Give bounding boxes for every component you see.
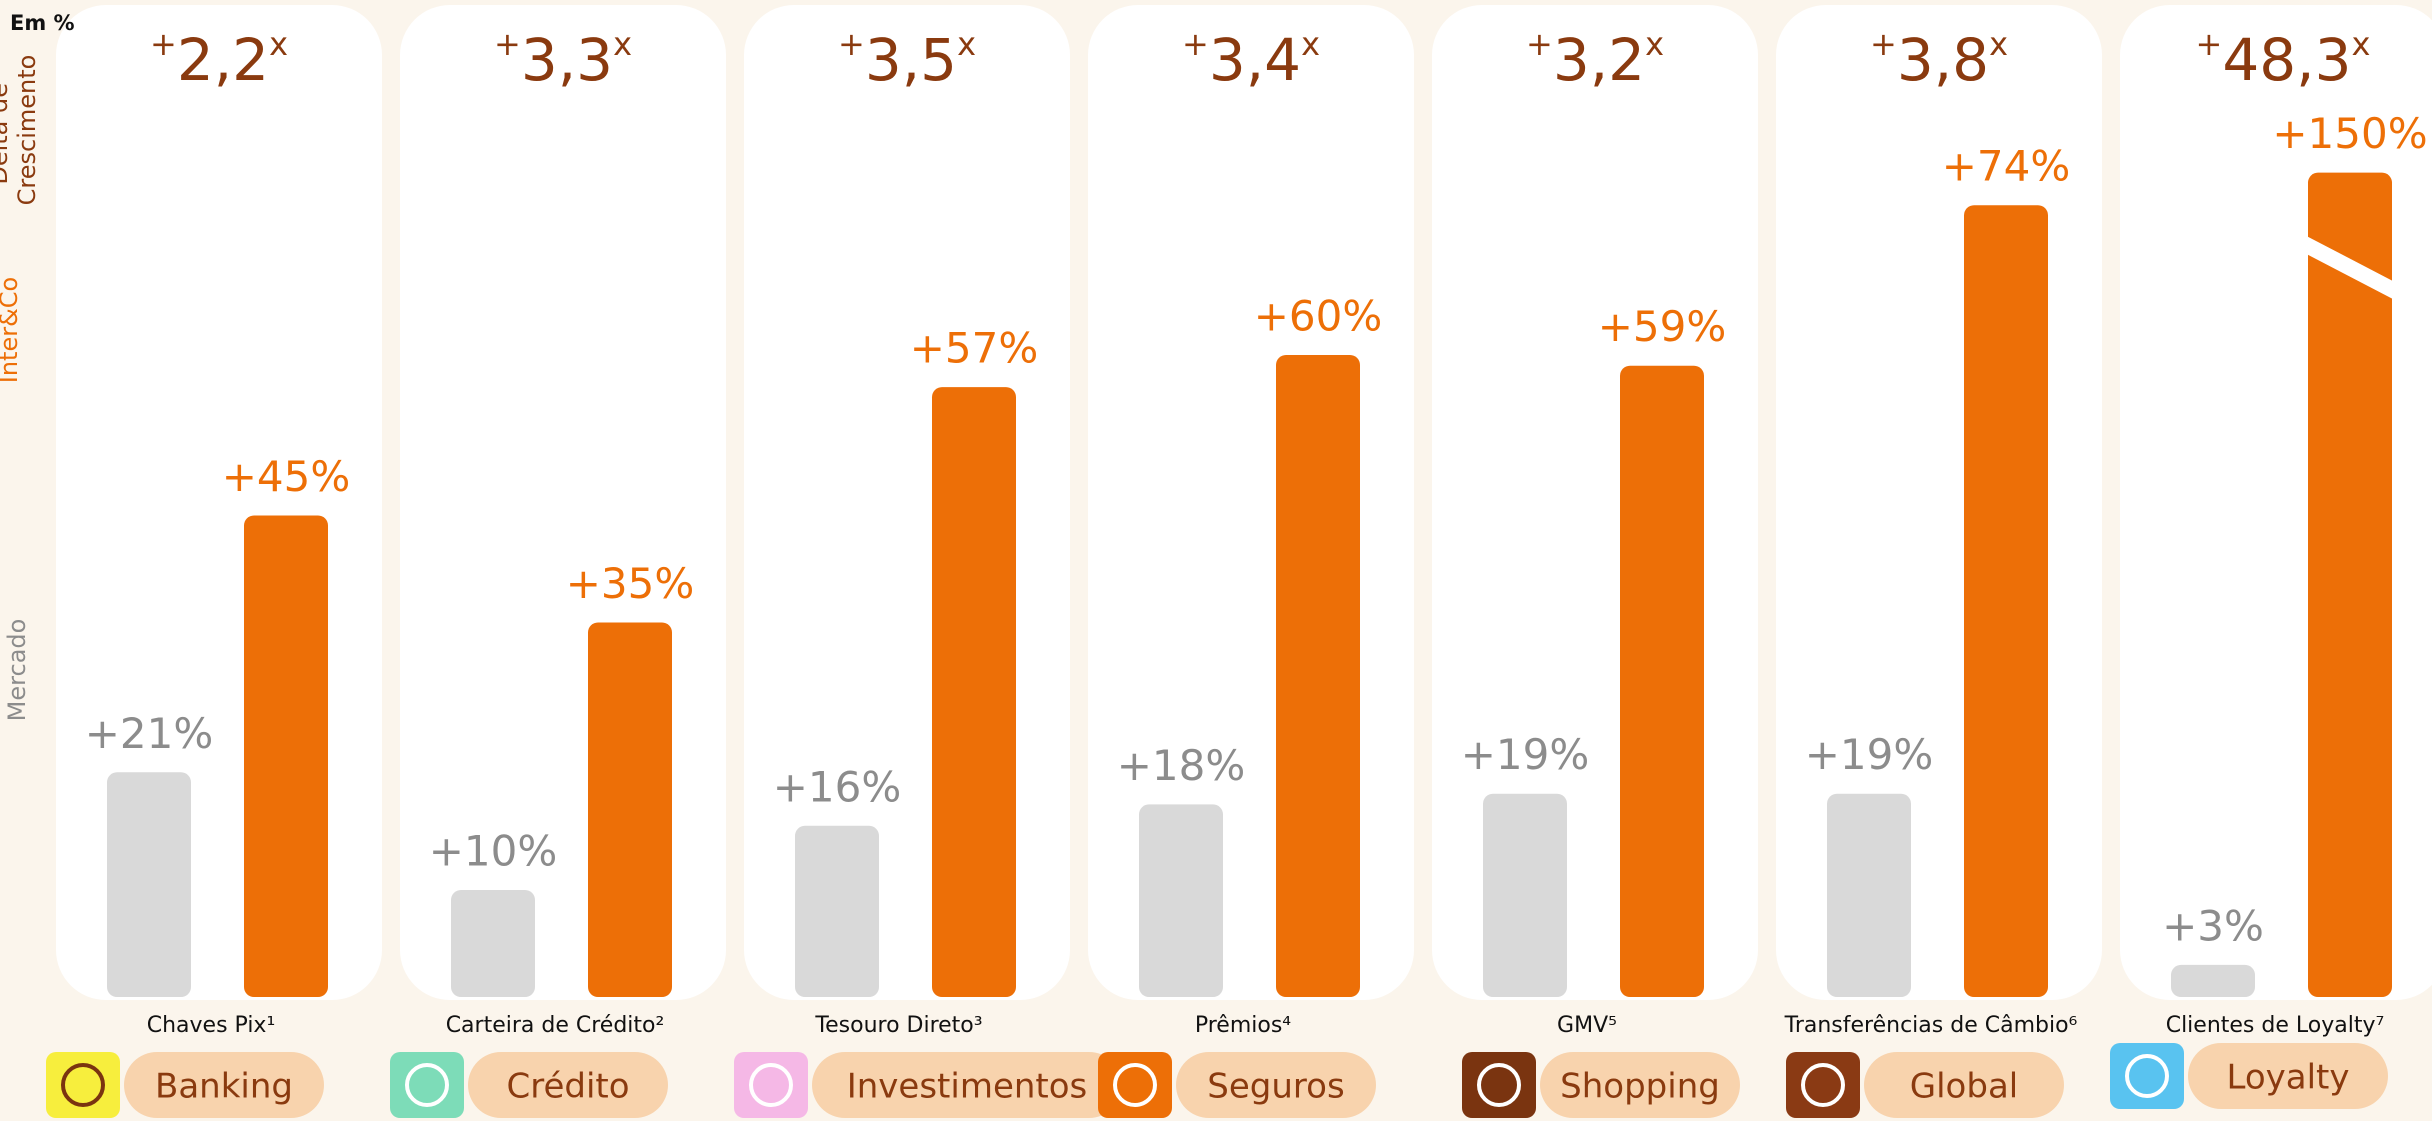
group-label: Banking (155, 1067, 293, 1107)
bar (588, 622, 672, 997)
group-icon (390, 1052, 464, 1118)
value-label: +60% (1254, 292, 1383, 341)
group-label: Global (1910, 1067, 2018, 1107)
value-label: +19% (1461, 730, 1590, 779)
category-label: Prêmios⁴ (1195, 1013, 1291, 1038)
bar (107, 772, 191, 997)
group-icon-glyph (1477, 1063, 1521, 1107)
group-icon (1462, 1052, 1536, 1118)
delta-label: Delta de Crescimento (0, 55, 41, 206)
bar (244, 515, 328, 997)
series-label: Mercado (3, 619, 31, 722)
series-label: Inter&Co (0, 277, 23, 384)
value-label: +57% (910, 324, 1039, 373)
group-icon (1786, 1052, 1860, 1118)
group-icon (46, 1052, 120, 1118)
bar (1276, 355, 1360, 997)
group-icon (734, 1052, 808, 1118)
group-icon (2110, 1043, 2184, 1109)
category-label: Clientes de Loyalty⁷ (2166, 1013, 2385, 1038)
bar (2171, 964, 2255, 997)
growth-multiplier: +3,5x (838, 25, 976, 94)
bar (932, 387, 1016, 998)
growth-multiplier: +3,8x (1870, 25, 2008, 94)
group-pill (1864, 1052, 2064, 1118)
bar (1620, 365, 1704, 997)
growth-multiplier: +48,3x (2196, 25, 2371, 94)
value-label: +150% (2272, 109, 2427, 158)
group-label: Seguros (1207, 1067, 1344, 1107)
panel (1432, 5, 1758, 1000)
category-label: GMV⁵ (1557, 1013, 1617, 1038)
growth-multiplier: +2,2x (150, 25, 288, 94)
group-pill (124, 1052, 324, 1118)
value-label: +45% (222, 452, 351, 501)
category-label: Transferências de Câmbio⁶ (1784, 1013, 2078, 1038)
bar (451, 890, 535, 997)
growth-multiplier: +3,3x (494, 25, 632, 94)
bar (1483, 793, 1567, 997)
group-pill (2188, 1043, 2388, 1109)
group-icon-glyph (61, 1063, 105, 1107)
bar (1964, 205, 2048, 997)
bar (795, 825, 879, 997)
group-pill (468, 1052, 668, 1118)
group-icon-glyph (2125, 1054, 2169, 1098)
group-icon (1098, 1052, 1172, 1118)
value-label: +35% (566, 559, 695, 608)
bar (1139, 804, 1223, 997)
group-label: Shopping (1560, 1067, 1720, 1107)
group-pill (1176, 1052, 1376, 1118)
category-label: Carteira de Crédito² (446, 1013, 665, 1038)
group-pill (1540, 1052, 1740, 1118)
group-icon-glyph (749, 1063, 793, 1107)
group-icon-glyph (1801, 1063, 1845, 1107)
growth-multiplier: +3,2x (1526, 25, 1664, 94)
growth-multiplier: +3,4x (1182, 25, 1320, 94)
category-label: Tesouro Direto³ (814, 1013, 982, 1038)
group-label: Loyalty (2226, 1058, 2349, 1098)
value-label: +16% (773, 762, 902, 811)
bar (2308, 172, 2392, 997)
group-icon-glyph (1113, 1063, 1157, 1107)
panel (56, 5, 382, 1000)
panel (744, 5, 1070, 1000)
subtitle: Em % (10, 11, 75, 35)
group-icon-glyph (405, 1063, 449, 1107)
group-label: Investimentos (847, 1067, 1088, 1107)
panel (1088, 5, 1414, 1000)
value-label: +10% (429, 827, 558, 876)
value-label: +18% (1117, 741, 1246, 790)
bar (1827, 793, 1911, 997)
panels: +21% +45% +10% +35% +16% +57% +18% +60% +19% +59%… (56, 5, 2432, 1000)
value-label: +19% (1805, 730, 1934, 779)
value-label: +59% (1598, 302, 1727, 351)
value-label: +3% (2162, 901, 2264, 950)
axis-break (2298, 235, 2402, 300)
category-label: Chaves Pix¹ (147, 1013, 276, 1038)
value-label: +21% (85, 709, 214, 758)
group-label: Crédito (506, 1067, 629, 1107)
value-label: +74% (1942, 142, 2071, 191)
group-pill (812, 1052, 1122, 1118)
